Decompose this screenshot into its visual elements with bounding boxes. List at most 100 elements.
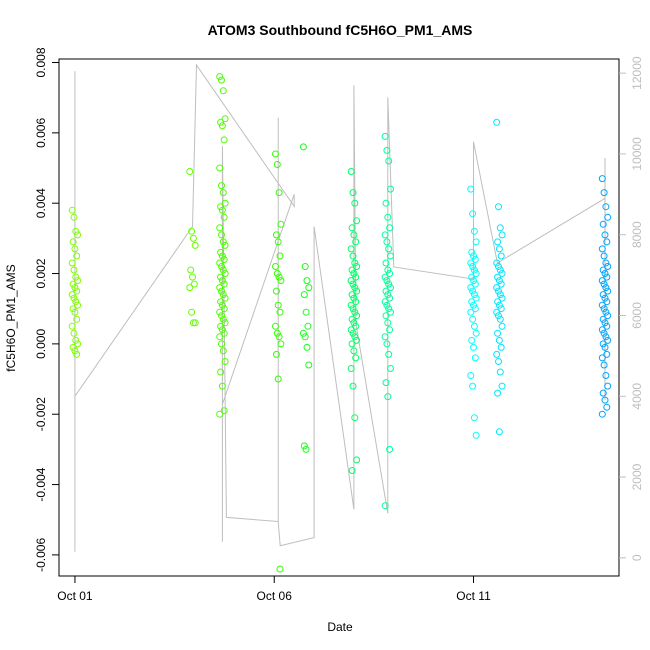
data-point (603, 273, 611, 281)
data-point (601, 294, 609, 302)
data-point (221, 319, 229, 327)
data-point (353, 217, 361, 225)
data-point (386, 224, 394, 232)
data-point (189, 273, 196, 281)
data-point (74, 277, 82, 285)
data-point (386, 270, 394, 277)
data-point (498, 231, 506, 239)
data-point (219, 315, 227, 323)
data-point (604, 312, 612, 320)
data-point (382, 199, 390, 207)
data-point (272, 322, 279, 330)
data-point (470, 227, 478, 235)
y-tick-label: 0.006 (34, 118, 48, 148)
data-point (603, 238, 611, 246)
data-point (470, 252, 477, 260)
data-point (351, 414, 359, 422)
y-tick-label: 0.004 (34, 188, 48, 218)
data-point (469, 263, 477, 270)
data-point (218, 287, 225, 295)
data-point (74, 231, 82, 239)
data-point (68, 206, 76, 214)
data-point (604, 336, 612, 344)
data-point (216, 259, 224, 267)
data-point (496, 368, 504, 376)
data-point (72, 298, 80, 306)
data-point (382, 287, 390, 295)
data-point (186, 284, 194, 292)
data-point (70, 213, 78, 221)
data-point (472, 431, 480, 439)
data-point (186, 168, 194, 175)
data-point (350, 319, 358, 327)
y2-tick-label: 2000 (630, 463, 644, 490)
data-point (381, 298, 389, 306)
data-point (276, 565, 284, 573)
data-point (384, 393, 392, 401)
data-point (70, 294, 78, 302)
data-point (349, 329, 357, 337)
data-point (351, 333, 359, 341)
data-point (599, 291, 607, 299)
data-point (275, 273, 283, 281)
x-axis: Oct 01 Oct 06 Oct 11 (57, 575, 491, 603)
data-point (495, 203, 502, 211)
data-point (68, 322, 76, 330)
data-point (220, 407, 228, 415)
data-point (273, 270, 281, 277)
data-point (348, 340, 356, 348)
x-tick-label: Oct 11 (456, 589, 491, 603)
data-point (71, 284, 79, 292)
data-point (69, 238, 77, 246)
data-point (598, 326, 606, 334)
data-point (493, 259, 501, 267)
data-point (495, 358, 502, 365)
data-point (220, 256, 228, 263)
data-point (190, 280, 198, 288)
data-point (216, 284, 224, 292)
data-point (602, 259, 610, 267)
data-point (69, 343, 77, 351)
data-point (350, 347, 358, 355)
data-point (71, 308, 79, 316)
data-point (353, 312, 361, 320)
data-point (471, 280, 479, 288)
data-point (599, 266, 607, 274)
data-point (495, 312, 502, 320)
data-point (272, 231, 280, 239)
data-point (191, 241, 199, 249)
data-point (189, 234, 197, 242)
y-tick-label: -0.006 (34, 538, 48, 572)
data-point (604, 382, 612, 390)
data-point (598, 301, 606, 309)
data-point (218, 312, 225, 320)
data-point (495, 287, 502, 295)
data-point (496, 266, 504, 274)
data-point (468, 248, 476, 256)
data-point (217, 298, 225, 306)
data-point (276, 308, 284, 316)
data-point (348, 224, 356, 232)
data-point (274, 301, 282, 309)
data-point (220, 280, 228, 288)
plot-frame (58, 58, 620, 577)
data-point (351, 284, 359, 292)
data-point (277, 340, 285, 348)
data-point (216, 73, 224, 81)
data-point (217, 248, 225, 256)
data-point (348, 467, 356, 474)
data-point (496, 224, 504, 232)
data-point (349, 252, 357, 260)
data-point (382, 259, 390, 267)
data-point (471, 354, 479, 362)
data-point (272, 287, 280, 295)
data-point (468, 298, 476, 306)
data-point (304, 322, 312, 330)
data-point (218, 231, 225, 239)
data-point (471, 305, 479, 313)
data-point (494, 298, 502, 306)
data-point (348, 291, 356, 299)
data-point (69, 305, 77, 313)
data-point (221, 115, 229, 123)
data-point (217, 203, 225, 211)
